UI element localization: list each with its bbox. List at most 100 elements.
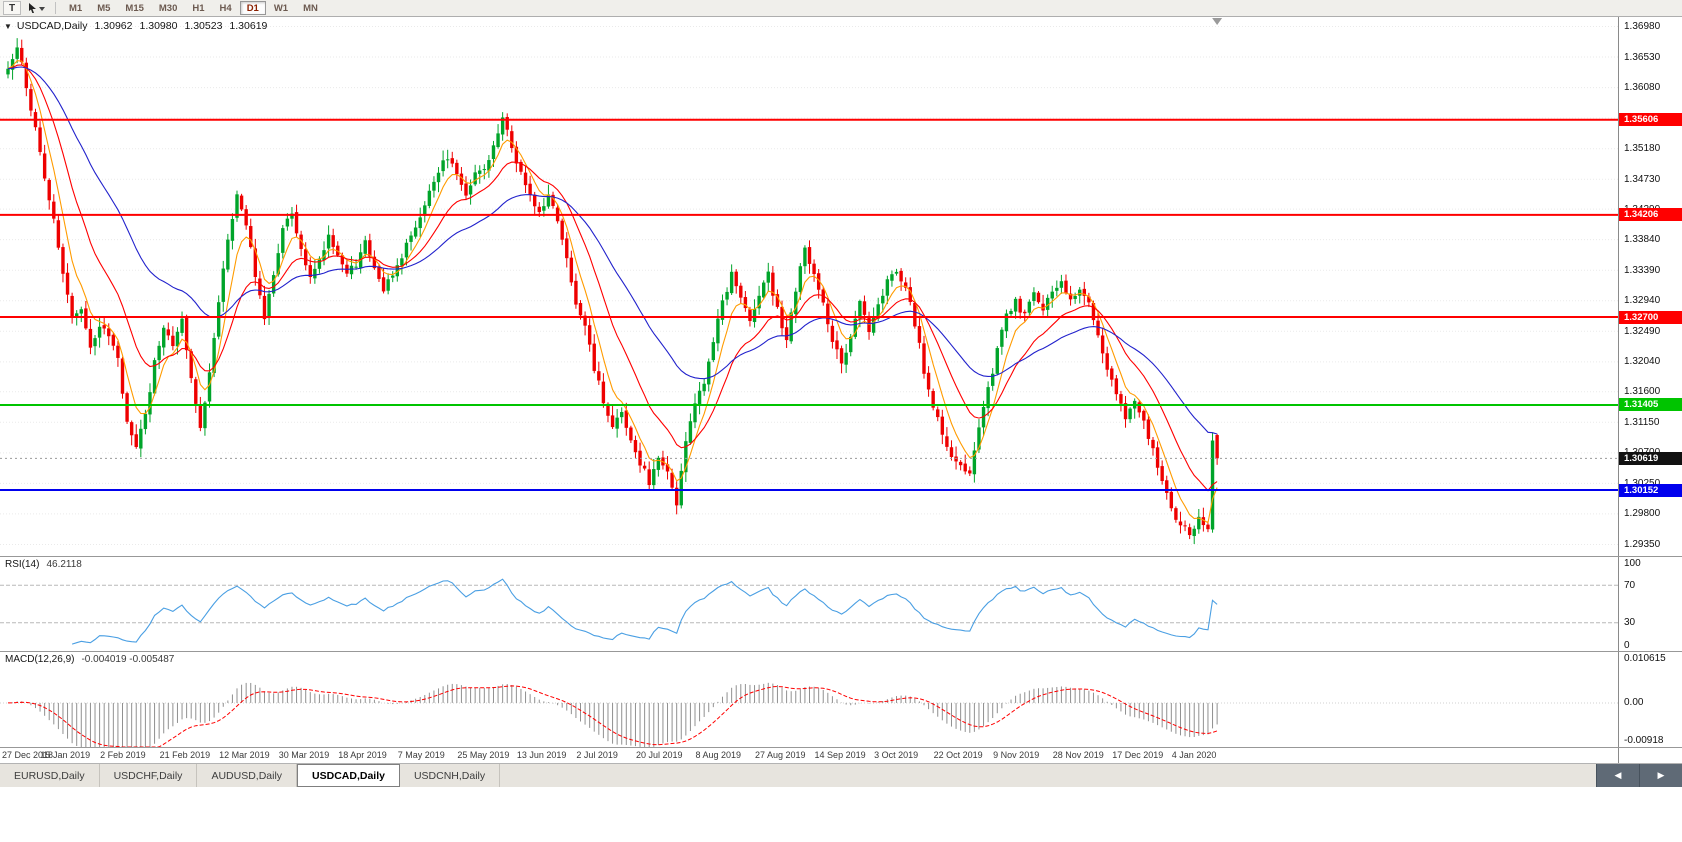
rsi-label: RSI(14) 46.2118 [5, 559, 82, 570]
timeframe-button-m5[interactable]: M5 [97, 2, 111, 14]
price-scale[interactable]: 1.369801.365301.360801.356301.351801.347… [1618, 17, 1682, 556]
ohlc-low: 1.30523 [184, 20, 223, 32]
ohlc-high: 1.30980 [139, 20, 178, 32]
macd-values: -0.004019 -0.005487 [81, 654, 175, 665]
price-tag-1.32700: 1.32700 [1619, 310, 1682, 324]
tab-usdcnh-daily[interactable]: USDCNH,Daily [400, 764, 501, 787]
chart-tab-bar: EURUSD,Daily USDCHF,Daily AUDUSD,Daily USDC… [0, 763, 1682, 787]
timeframe-button-h1[interactable]: H1 [192, 2, 205, 14]
price-tag-1.34206: 1.34206 [1619, 208, 1682, 222]
rsi-scale[interactable]: 100 70 30 0 [1618, 557, 1682, 651]
main-plot-area[interactable]: ▼ USDCAD,Daily 1.30962 1.30980 1.30523 1… [0, 17, 1618, 556]
tab-scroll-left-icon[interactable]: ◀ [1596, 764, 1639, 787]
price-tick: 1.31600 [1624, 386, 1661, 398]
date-label: 9 Nov 2019 [993, 750, 1040, 760]
price-tick: 1.30250 [1624, 478, 1660, 489]
date-label: 8 Aug 2019 [695, 750, 742, 760]
macd-tick: 0.00 [1624, 697, 1644, 709]
price-tick: 1.36530 [1624, 51, 1661, 63]
date-axis-corner [1618, 748, 1682, 763]
ohlc-open: 1.30962 [94, 20, 133, 32]
rsi-chart[interactable] [0, 557, 1618, 651]
date-label: 28 Nov 2019 [1052, 750, 1104, 760]
text-tool-button[interactable]: T [3, 1, 21, 15]
price-tick: 1.31150 [1624, 416, 1660, 428]
rsi-tick: 100 [1624, 558, 1641, 569]
rsi-title: RSI(14) [5, 559, 40, 570]
date-label: 17 Dec 2019 [1112, 750, 1164, 760]
date-label: 2 Jul 2019 [576, 750, 618, 760]
rsi-value: 46.2118 [46, 559, 82, 570]
tab-audusd-daily[interactable]: AUDUSD,Daily [197, 764, 298, 787]
date-label: 27 Aug 2019 [755, 750, 806, 760]
timeframe-button-w1[interactable]: W1 [273, 2, 289, 14]
price-tick: 1.29350 [1624, 538, 1661, 550]
tab-usdchf-daily[interactable]: USDCHF,Daily [100, 764, 198, 787]
price-tag-1.30619: 1.30619 [1619, 451, 1682, 465]
symbol-dropdown-icon[interactable]: ▼ [4, 21, 12, 31]
date-label: 20 Jul 2019 [635, 750, 683, 760]
date-label: 12 Mar 2019 [219, 750, 270, 760]
macd-panel: MACD(12,26,9) -0.004019 -0.005487 0.0106… [0, 651, 1682, 747]
macd-scale[interactable]: 0.010615 0.00 -0.00918 [1618, 652, 1682, 747]
toolbar-separator [55, 2, 56, 14]
chart-ohlc-label: ▼ USDCAD,Daily 1.30962 1.30980 1.30523 1… [4, 20, 267, 32]
price-tick: 1.33390 [1624, 264, 1661, 276]
tab-scroll-right-icon[interactable]: ▶ [1639, 764, 1682, 787]
price-tick: 1.35180 [1624, 143, 1661, 155]
price-tick: 1.32490 [1624, 325, 1661, 337]
macd-chart[interactable] [0, 652, 1618, 747]
date-label: 21 Feb 2019 [159, 750, 211, 760]
date-label: 25 May 2019 [457, 750, 510, 760]
date-label: 3 Oct 2019 [874, 750, 919, 760]
chart-tabs: EURUSD,Daily USDCHF,Daily AUDUSD,Daily USDC… [0, 764, 501, 787]
macd-title: MACD(12,26,9) [5, 654, 75, 665]
macd-tick: -0.00918 [1624, 735, 1664, 746]
date-axis-labels: 27 Dec 2018 15 Jan 2019 2 Feb 2019 21 Feb 2… [0, 748, 1618, 763]
tab-usdcad-daily[interactable]: USDCAD,Daily [297, 764, 400, 787]
price-tag-1.30152: 1.30152 [1619, 483, 1682, 497]
date-label: 2 Feb 2019 [100, 750, 146, 760]
date-label: 13 Jun 2019 [516, 750, 567, 760]
bottom-filler [0, 787, 1682, 842]
price-tag-1.35606: 1.35606 [1619, 113, 1682, 127]
timeframe-button-m30[interactable]: M30 [158, 2, 178, 14]
rsi-tick: 70 [1624, 579, 1636, 591]
tab-eurusd-daily[interactable]: EURUSD,Daily [0, 764, 100, 787]
ohlc-close: 1.30619 [229, 20, 268, 32]
price-tick: 1.29800 [1624, 508, 1661, 520]
cursor-tool-button[interactable] [23, 1, 49, 15]
date-label: 15 Jan 2019 [40, 750, 91, 760]
cursor-dropdown-icon [29, 3, 45, 13]
price-tag-1.31405: 1.31405 [1619, 398, 1682, 412]
price-tick: 1.33840 [1624, 234, 1661, 246]
rsi-plot-area[interactable]: RSI(14) 46.2118 [0, 557, 1618, 651]
rsi-tick: 0 [1624, 640, 1630, 651]
timeframe-button-d1[interactable]: D1 [239, 1, 266, 15]
timeframe-button-mn[interactable]: MN [303, 2, 318, 14]
timeframe-button-m1[interactable]: M1 [69, 2, 83, 14]
date-label: 27 Dec 2018 [2, 750, 54, 760]
price-tick: 1.36080 [1624, 82, 1661, 94]
price-tick: 1.32040 [1624, 356, 1661, 368]
macd-tick: 0.010615 [1624, 653, 1666, 664]
price-tick: 1.34730 [1624, 173, 1661, 185]
price-tick: 1.36980 [1624, 21, 1661, 32]
timeframe-button-group: M1 M5 M15 M30 H1 H4 D1 W1 MN [62, 1, 325, 15]
chart-symbol-label: USDCAD,Daily [16, 20, 88, 32]
candlestick-chart[interactable] [0, 17, 1618, 556]
chart-toolbar: T M1 M5 M15 M30 H1 H4 D1 W1 MN [0, 0, 1682, 17]
main-chart-panel: ▼ USDCAD,Daily 1.30962 1.30980 1.30523 1… [0, 17, 1682, 556]
date-label: 14 Sep 2019 [814, 750, 866, 760]
timeframe-button-h4[interactable]: H4 [219, 2, 232, 14]
timeframe-button-m15[interactable]: M15 [125, 2, 144, 14]
date-label: 4 Jan 2020 [1171, 750, 1217, 760]
macd-plot-area[interactable]: MACD(12,26,9) -0.004019 -0.005487 [0, 652, 1618, 747]
date-axis[interactable]: 27 Dec 2018 15 Jan 2019 2 Feb 2019 21 Feb 2… [0, 747, 1682, 763]
date-label: 22 Oct 2019 [933, 750, 983, 760]
rsi-panel: RSI(14) 46.2118 100 70 30 0 [0, 556, 1682, 651]
date-label: 30 Mar 2019 [278, 750, 330, 760]
tab-scroller: ◀ ▶ [1596, 764, 1682, 787]
date-label: 7 May 2019 [397, 750, 445, 760]
